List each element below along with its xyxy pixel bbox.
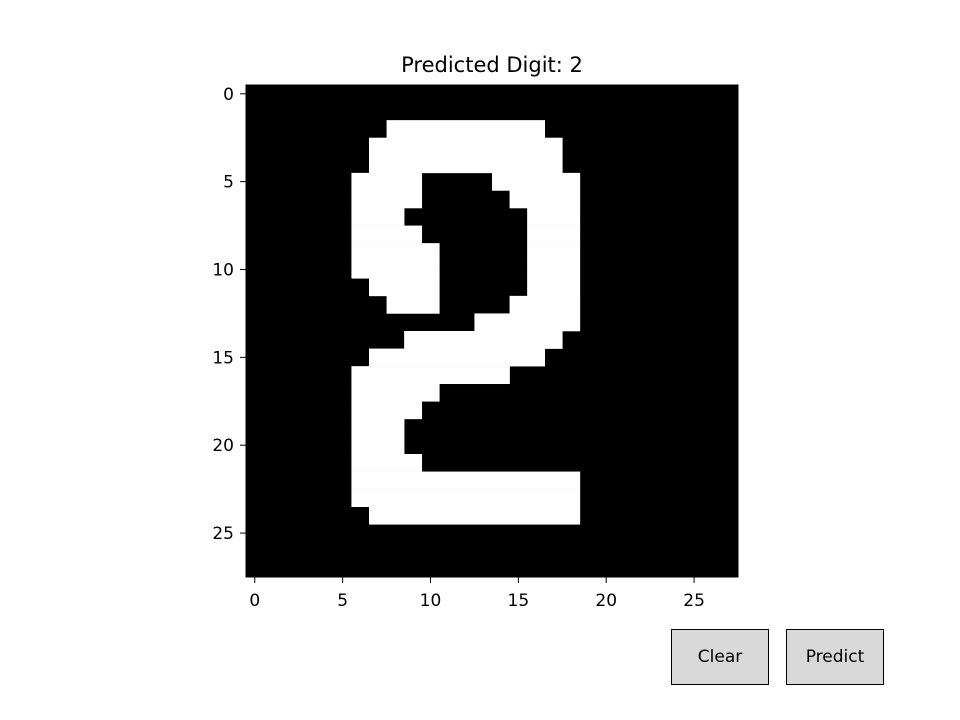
digit-pixel-run [351, 454, 423, 472]
digit-pixel-run [351, 243, 440, 262]
digit-pixel-run [527, 260, 581, 279]
digit-pixel-run [527, 278, 581, 297]
y-tick-label: 15 [212, 348, 234, 368]
digit-pixel-run [404, 331, 563, 349]
digit-pixel-run [369, 278, 440, 297]
digit-pixel-run [351, 190, 423, 209]
digit-pixel-run [369, 155, 563, 174]
digit-pixel-run [527, 243, 581, 262]
y-tick-label: 10 [212, 261, 234, 281]
digit-pixel-run [527, 225, 581, 244]
digit-pixel-run [386, 120, 546, 139]
x-tick-label: 25 [683, 591, 705, 611]
digit-pixel-run [351, 489, 581, 508]
predict-button[interactable]: Predict [786, 629, 884, 685]
digit-pixel-run [474, 313, 581, 332]
digit-pixel-run [351, 260, 440, 279]
digit-pixel-run [509, 295, 581, 314]
digit-pixel-run [369, 348, 546, 367]
digit-pixel-run [351, 401, 423, 420]
x-tick-label: 5 [337, 591, 348, 611]
digit-pixel-run [351, 383, 440, 402]
pixel-grid[interactable] [246, 85, 738, 577]
chart-title: Predicted Digit: 2 [401, 53, 583, 77]
y-tick-label: 25 [212, 524, 234, 544]
x-tick-label: 20 [595, 591, 617, 611]
y-tick-label: 0 [223, 85, 234, 105]
digit-pixel-run [351, 172, 423, 191]
digit-pixel-run [509, 190, 581, 209]
x-tick-label: 10 [420, 591, 442, 611]
digit-pixel-run [351, 471, 581, 490]
digit-pixel-run [492, 172, 581, 191]
digit-pixel-run [351, 418, 405, 437]
digit-pixel-run [369, 506, 581, 525]
x-tick-label: 0 [249, 591, 260, 611]
axes-frame [245, 84, 739, 578]
digit-pixel-run [369, 137, 563, 156]
digit-pixel-run [351, 208, 405, 226]
digit-pixel-run [351, 436, 405, 455]
clear-button[interactable]: Clear [671, 629, 769, 685]
digit-pixel-run [351, 225, 423, 244]
y-tick-label: 5 [223, 173, 234, 193]
x-tick-label: 15 [508, 591, 530, 611]
tick-layer: 0 5 10 15 20 25 0 5 10 15 20 25 [212, 85, 705, 611]
digit-pixel-run [351, 366, 510, 385]
digit-pixel-run [386, 295, 440, 314]
digit-pixel-run [527, 208, 581, 226]
y-tick-label: 20 [212, 436, 234, 456]
